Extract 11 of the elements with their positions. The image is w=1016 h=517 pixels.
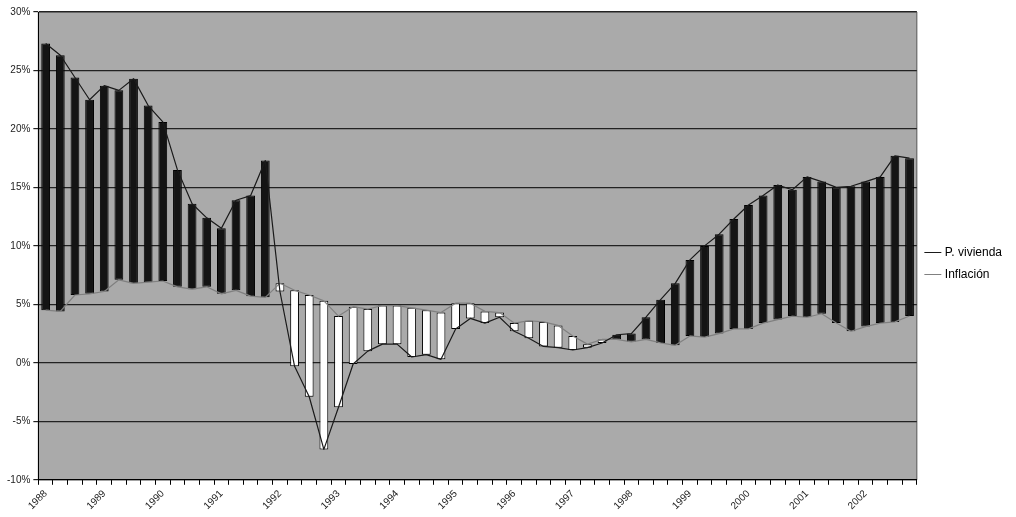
legend-label: P. vivienda [944, 244, 1003, 259]
y-tick-label: 0% [15, 356, 31, 368]
y-tick-label: -10% [6, 473, 31, 485]
y-tick-label: -5% [12, 415, 31, 427]
y-tick-label: 30% [10, 5, 31, 17]
y-tick-label: 5% [15, 298, 31, 310]
legend-label: Inflación [944, 266, 990, 281]
y-tick-label: 20% [10, 122, 31, 134]
y-tick-label: 15% [10, 181, 31, 193]
y-tick-label: 10% [10, 239, 31, 251]
y-tick-label: 25% [10, 64, 31, 76]
